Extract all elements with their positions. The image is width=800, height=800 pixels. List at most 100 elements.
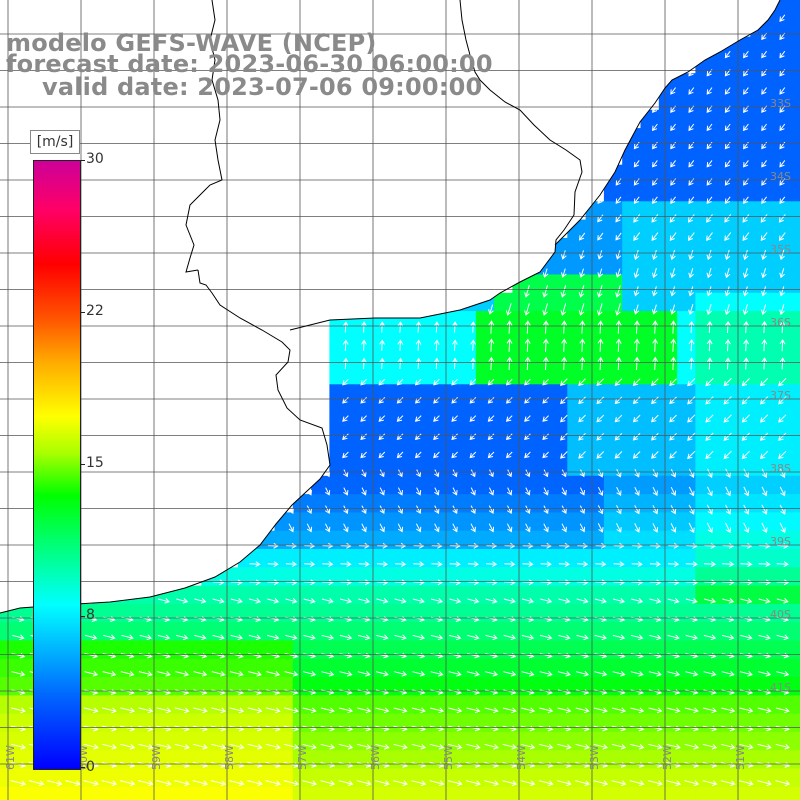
wind-cell [786, 54, 800, 74]
wind-cell [732, 384, 751, 404]
wind-cell [622, 384, 642, 404]
longitude-label: 57W [296, 745, 309, 770]
wind-arrow [525, 487, 531, 496]
wind-arrow [616, 468, 622, 478]
wind-arrow [283, 780, 300, 787]
wind-arrow [543, 469, 549, 478]
wind-arrow [558, 598, 571, 604]
wind-cell [768, 567, 788, 587]
land-mass [0, 0, 800, 613]
wind-arrow [685, 634, 698, 641]
wind-cell [677, 384, 696, 404]
wind-arrow [761, 196, 767, 204]
wind-cell [695, 201, 715, 221]
wind-cell [457, 475, 477, 495]
wind-arrow [740, 579, 753, 586]
wind-arrow [487, 415, 495, 422]
wind-cell [695, 219, 715, 239]
wind-arrow [451, 357, 458, 370]
wind-arrow [758, 542, 771, 549]
wind-cell [640, 128, 660, 147]
wind-arrow [779, 339, 786, 352]
wind-cell [512, 366, 532, 385]
wind-cell [128, 713, 147, 733]
wind-cell [457, 366, 477, 385]
wind-arrow [632, 378, 641, 386]
wind-arrow [430, 634, 444, 641]
wind-arrow [669, 451, 677, 459]
wind-arrow [486, 561, 498, 568]
wind-cell [585, 384, 605, 404]
wind-cell [256, 786, 276, 800]
wind-arrow [321, 670, 335, 677]
wind-arrow [578, 378, 586, 386]
wind-arrow [521, 598, 535, 604]
wind-arrow [688, 468, 695, 479]
wind-arrow [485, 670, 499, 677]
wind-cell [713, 128, 733, 147]
longitude-label: 61W [4, 745, 17, 770]
wind-cell [292, 512, 312, 532]
wind-arrow [631, 579, 644, 586]
wind-arrow [449, 579, 462, 586]
wind-arrow [176, 598, 189, 604]
wind-arrow [174, 707, 190, 714]
wind-cell [695, 530, 715, 550]
wind-cell [329, 512, 349, 532]
wind-arrow [632, 451, 641, 459]
wind-cell [439, 732, 459, 751]
coastline [0, 0, 781, 614]
wind-cell [677, 73, 696, 93]
wind-cell [695, 256, 715, 276]
wind-arrow [615, 285, 621, 298]
wind-arrow [542, 451, 549, 459]
wind-cell [384, 549, 404, 568]
wind-cell [658, 109, 678, 129]
wind-arrow [615, 214, 622, 223]
wind-arrow [505, 415, 513, 422]
wind-arrow [524, 356, 531, 371]
wind-arrow [685, 670, 699, 677]
wind-arrow [538, 780, 554, 787]
wind-cell [786, 439, 800, 459]
wind-arrow [248, 671, 262, 677]
wind-cell [311, 494, 330, 513]
wind-cell [603, 366, 623, 385]
wind-arrow [579, 356, 586, 371]
wind-cell [585, 256, 605, 276]
wind-cell [750, 91, 770, 111]
wind-arrow [596, 451, 605, 459]
wind-cell [677, 219, 696, 239]
wind-cell [457, 439, 477, 459]
wind-arrow [669, 432, 677, 441]
wind-arrow [688, 486, 695, 497]
longitude-label: 55W [442, 745, 455, 770]
wind-arrow [303, 634, 316, 641]
wind-cell [622, 512, 642, 532]
wind-cell [768, 347, 788, 367]
wind-cell [750, 768, 770, 788]
wind-cell [786, 91, 800, 111]
wind-cell [622, 402, 642, 422]
wind-cell [512, 402, 532, 422]
latitude-label: 36S [770, 316, 791, 329]
wind-arrow [283, 707, 299, 714]
wind-arrow [652, 505, 658, 515]
wind-arrow [703, 579, 717, 586]
wind-cell [567, 366, 587, 385]
wind-cell [36, 786, 56, 800]
wind-cell [201, 713, 221, 733]
wind-cell [549, 494, 568, 513]
wind-arrow [138, 671, 153, 677]
wind-arrow [342, 397, 349, 404]
wind-arrow [670, 356, 677, 371]
wind-cell [768, 420, 788, 440]
wind-arrow [486, 542, 498, 549]
wind-cell [658, 786, 678, 800]
wind-cell [750, 109, 770, 129]
wind-cell [640, 567, 660, 587]
wind-cell [622, 494, 642, 513]
wind-cell [347, 750, 367, 770]
wind-cell [567, 475, 587, 495]
wind-cell [768, 54, 788, 74]
